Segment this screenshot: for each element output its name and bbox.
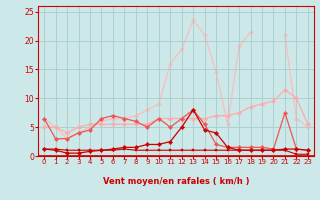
X-axis label: Vent moyen/en rafales ( km/h ): Vent moyen/en rafales ( km/h ) — [103, 177, 249, 186]
